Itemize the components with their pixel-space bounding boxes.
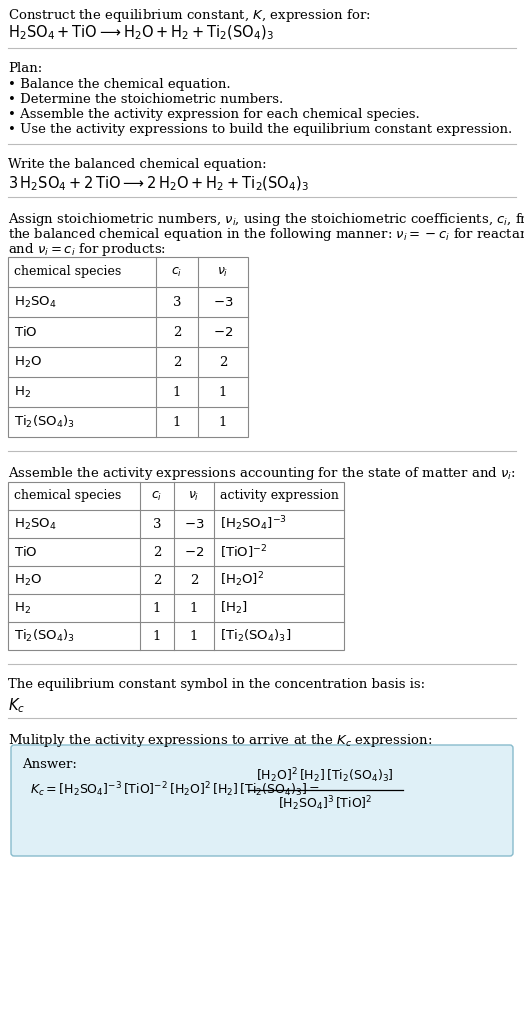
Text: 1: 1 bbox=[153, 601, 161, 614]
Text: Answer:: Answer: bbox=[22, 758, 77, 771]
Text: • Assemble the activity expression for each chemical species.: • Assemble the activity expression for e… bbox=[8, 108, 420, 121]
Text: 1: 1 bbox=[153, 630, 161, 643]
Text: $\mathrm{H_2}$: $\mathrm{H_2}$ bbox=[14, 600, 31, 615]
Text: $\mathrm{H_2O}$: $\mathrm{H_2O}$ bbox=[14, 355, 42, 369]
Text: Assemble the activity expressions accounting for the state of matter and $\nu_i$: Assemble the activity expressions accoun… bbox=[8, 465, 516, 482]
FancyBboxPatch shape bbox=[11, 745, 513, 856]
Text: $\mathrm{Ti_2(SO_4)_3}$: $\mathrm{Ti_2(SO_4)_3}$ bbox=[14, 627, 75, 644]
Text: $[\mathrm{TiO}]^{-2}$: $[\mathrm{TiO}]^{-2}$ bbox=[220, 543, 267, 560]
Text: and $\nu_i = c_i$ for products:: and $\nu_i = c_i$ for products: bbox=[8, 241, 166, 258]
Text: $[\mathrm{H_2O}]^{2}$: $[\mathrm{H_2O}]^{2}$ bbox=[220, 571, 264, 589]
Text: $\nu_i$: $\nu_i$ bbox=[217, 265, 228, 279]
Text: 1: 1 bbox=[219, 385, 227, 399]
Text: $c_i$: $c_i$ bbox=[171, 265, 183, 279]
Text: $\mathrm{Ti_2(SO_4)_3}$: $\mathrm{Ti_2(SO_4)_3}$ bbox=[14, 414, 75, 430]
Text: The equilibrium constant symbol in the concentration basis is:: The equilibrium constant symbol in the c… bbox=[8, 678, 425, 691]
Text: $\mathrm{H_2SO_4}$: $\mathrm{H_2SO_4}$ bbox=[14, 517, 57, 532]
Text: $\mathrm{3\,H_2SO_4 + 2\,TiO \longrightarrow 2\,H_2O + H_2 + Ti_2(SO_4)_3}$: $\mathrm{3\,H_2SO_4 + 2\,TiO \longrighta… bbox=[8, 175, 309, 193]
Text: 2: 2 bbox=[153, 574, 161, 587]
Text: 2: 2 bbox=[173, 356, 181, 368]
Text: $[\mathrm{H_2O}]^2\,[\mathrm{H_2}]\,[\mathrm{Ti_2(SO_4)_3}]$: $[\mathrm{H_2O}]^2\,[\mathrm{H_2}]\,[\ma… bbox=[256, 767, 394, 785]
Text: 1: 1 bbox=[173, 416, 181, 428]
Text: $-3$: $-3$ bbox=[213, 296, 233, 308]
Text: 2: 2 bbox=[153, 545, 161, 558]
Text: 2: 2 bbox=[173, 325, 181, 339]
Text: the balanced chemical equation in the following manner: $\nu_i = -c_i$ for react: the balanced chemical equation in the fo… bbox=[8, 226, 524, 243]
Text: 1: 1 bbox=[190, 601, 198, 614]
Text: $-3$: $-3$ bbox=[184, 518, 204, 531]
Text: $K_c$: $K_c$ bbox=[8, 696, 25, 715]
Text: Assign stoichiometric numbers, $\nu_i$, using the stoichiometric coefficients, $: Assign stoichiometric numbers, $\nu_i$, … bbox=[8, 211, 524, 228]
Text: Plan:: Plan: bbox=[8, 62, 42, 75]
Text: $\mathrm{TiO}$: $\mathrm{TiO}$ bbox=[14, 325, 38, 339]
Text: 3: 3 bbox=[153, 518, 161, 531]
Text: $\mathrm{H_2SO_4 + TiO \longrightarrow H_2O + H_2 + Ti_2(SO_4)_3}$: $\mathrm{H_2SO_4 + TiO \longrightarrow H… bbox=[8, 24, 274, 43]
Text: Write the balanced chemical equation:: Write the balanced chemical equation: bbox=[8, 158, 267, 171]
Text: Mulitply the activity expressions to arrive at the $K_c$ expression:: Mulitply the activity expressions to arr… bbox=[8, 732, 432, 749]
Text: 1: 1 bbox=[190, 630, 198, 643]
Text: 1: 1 bbox=[219, 416, 227, 428]
Text: 3: 3 bbox=[173, 296, 181, 308]
Bar bbox=[8, 257, 248, 437]
Text: $\mathrm{TiO}$: $\mathrm{TiO}$ bbox=[14, 545, 38, 559]
Text: $\mathrm{H_2}$: $\mathrm{H_2}$ bbox=[14, 384, 31, 400]
Text: chemical species: chemical species bbox=[14, 489, 121, 502]
Text: • Determine the stoichiometric numbers.: • Determine the stoichiometric numbers. bbox=[8, 93, 283, 106]
Text: $[\mathrm{H_2}]$: $[\mathrm{H_2}]$ bbox=[220, 600, 248, 616]
Text: 1: 1 bbox=[173, 385, 181, 399]
Text: $\mathrm{H_2SO_4}$: $\mathrm{H_2SO_4}$ bbox=[14, 295, 57, 309]
Text: 2: 2 bbox=[190, 574, 198, 587]
Text: $\mathrm{H_2O}$: $\mathrm{H_2O}$ bbox=[14, 573, 42, 588]
Text: $c_i$: $c_i$ bbox=[151, 489, 162, 502]
Text: • Balance the chemical equation.: • Balance the chemical equation. bbox=[8, 78, 231, 91]
Text: Construct the equilibrium constant, $K$, expression for:: Construct the equilibrium constant, $K$,… bbox=[8, 7, 370, 24]
Text: activity expression: activity expression bbox=[220, 489, 339, 502]
Text: $[\mathrm{H_2SO_4}]^{-3}$: $[\mathrm{H_2SO_4}]^{-3}$ bbox=[220, 515, 287, 533]
Text: chemical species: chemical species bbox=[14, 265, 121, 279]
Text: • Use the activity expressions to build the equilibrium constant expression.: • Use the activity expressions to build … bbox=[8, 123, 512, 136]
Text: $K_c = [\mathrm{H_2SO_4}]^{-3}\,[\mathrm{TiO}]^{-2}\,[\mathrm{H_2O}]^{2}\,[\math: $K_c = [\mathrm{H_2SO_4}]^{-3}\,[\mathrm… bbox=[30, 781, 320, 799]
Text: $-2$: $-2$ bbox=[184, 545, 204, 558]
Text: $-2$: $-2$ bbox=[213, 325, 233, 339]
Text: 2: 2 bbox=[219, 356, 227, 368]
Text: $\nu_i$: $\nu_i$ bbox=[188, 489, 200, 502]
Bar bbox=[8, 482, 344, 650]
Text: $[\mathrm{H_2SO_4}]^3\,[\mathrm{TiO}]^2$: $[\mathrm{H_2SO_4}]^3\,[\mathrm{TiO}]^2$ bbox=[278, 794, 372, 814]
Text: $[\mathrm{Ti_2(SO_4)_3}]$: $[\mathrm{Ti_2(SO_4)_3}]$ bbox=[220, 627, 291, 644]
